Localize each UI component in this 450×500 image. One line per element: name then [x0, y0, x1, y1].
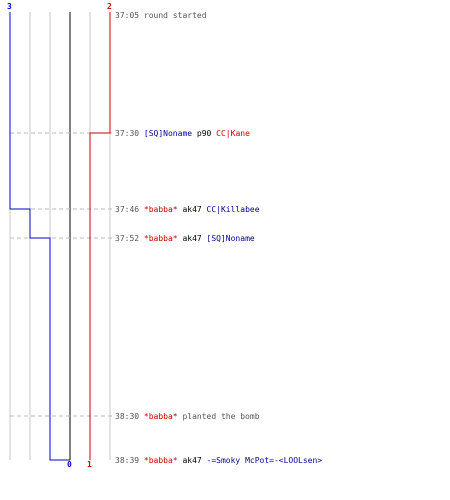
blue-end-count: 0 [67, 460, 72, 469]
blue-team-alive-line [9, 12, 70, 461]
event-row: 38:39 *babba* ak47 -=Smoky McPot=-<LOOLs… [115, 456, 322, 466]
red-start-count: 2 [107, 2, 112, 11]
red-team-alive-line [89, 12, 111, 460]
event-text: ak47 [177, 205, 207, 214]
event-row: 37:46 *babba* ak47 CC|Killabee [115, 205, 260, 215]
event-text: planted the bomb [177, 412, 260, 421]
event-time: 38:30 [115, 412, 144, 421]
event-text: CC|Kane [216, 129, 250, 138]
event-text: [SQ]Noname [206, 234, 255, 243]
event-text: ak47 [177, 456, 207, 465]
event-text: *babba* [143, 412, 178, 421]
event-text: CC|Killabee [206, 205, 260, 214]
event-row: 37:05 round started [115, 11, 207, 21]
event-text: ak47 [177, 234, 207, 243]
blue-start-count: 3 [7, 2, 12, 11]
event-time: 37:30 [115, 129, 144, 138]
event-time: 37:52 [115, 234, 144, 243]
event-time: 37:46 [115, 205, 144, 214]
event-text: *babba* [143, 456, 178, 465]
event-row: 37:30 [SQ]Noname p90 CC|Kane [115, 129, 250, 139]
event-text: p90 [192, 129, 217, 138]
event-row: 37:52 *babba* ak47 [SQ]Noname [115, 234, 255, 244]
event-row: 38:30 *babba* planted the bomb [115, 412, 260, 422]
event-text: *babba* [143, 234, 178, 243]
event-text: [SQ]Noname [143, 129, 193, 138]
event-time: 38:39 [115, 456, 144, 465]
event-time: 37:05 [115, 11, 144, 20]
event-text: *babba* [143, 205, 178, 214]
event-text: round started [143, 11, 207, 20]
red-end-count: 1 [87, 460, 92, 469]
event-text: -=Smoky McPot=-<LOOLsen> [206, 456, 323, 465]
